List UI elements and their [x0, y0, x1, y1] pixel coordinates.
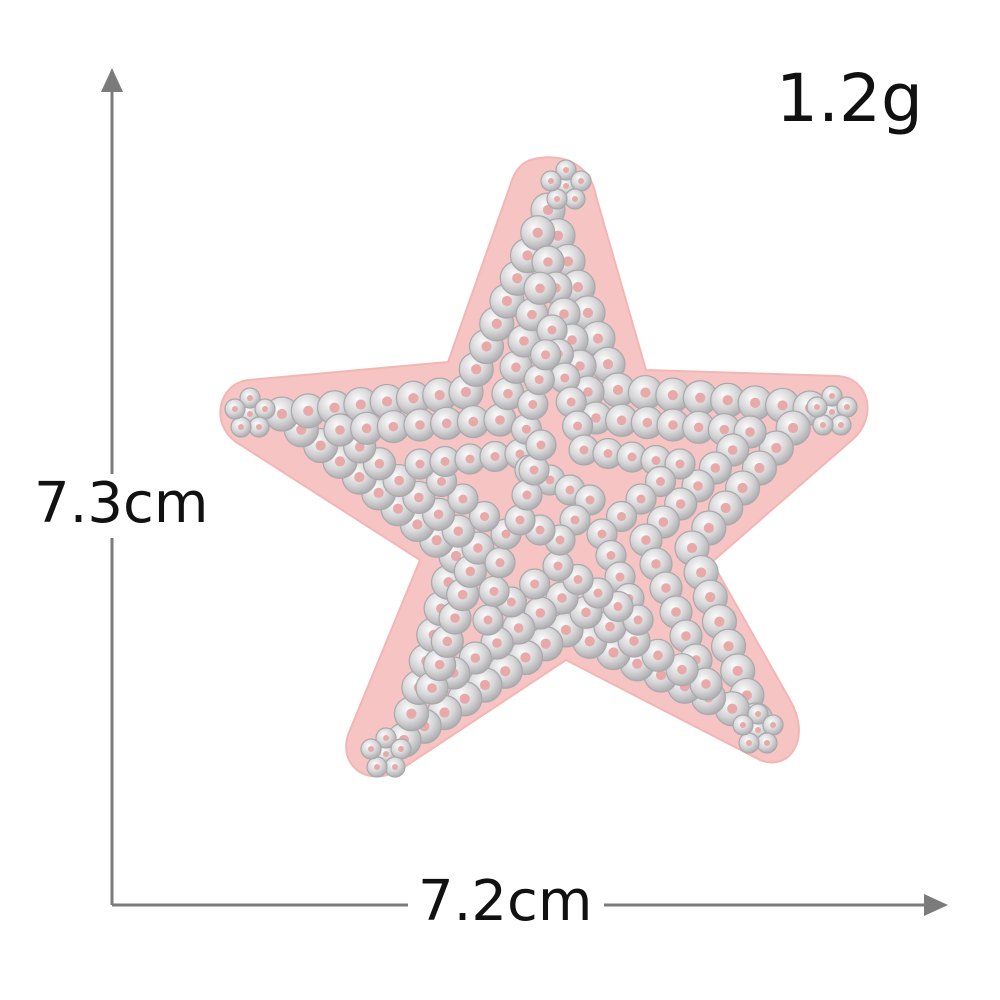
sequin [570, 170, 592, 192]
weight-label: 1.2g [776, 60, 923, 137]
sequin [468, 500, 501, 533]
sequin [644, 465, 677, 498]
sequin [762, 714, 784, 736]
sequin [546, 188, 568, 210]
sequin [484, 547, 516, 579]
sequin [836, 396, 858, 418]
sequin [230, 416, 252, 438]
sequin [830, 414, 852, 436]
sequin [239, 387, 261, 409]
sequin [511, 479, 543, 511]
sequin [747, 703, 769, 725]
sequin [625, 483, 657, 515]
sequin-layer [224, 159, 858, 778]
sequin [540, 170, 562, 192]
sequin [429, 445, 461, 478]
sequin [555, 159, 577, 181]
sequin [248, 416, 270, 438]
sequin [254, 398, 276, 420]
sequin [384, 756, 406, 778]
sequin [472, 604, 504, 636]
sequin [376, 410, 410, 444]
sequin [689, 667, 723, 701]
sequin [616, 441, 648, 473]
sequin [366, 756, 388, 778]
sequin [605, 500, 638, 533]
height-label: 7.3cm [30, 474, 215, 538]
sequin [536, 314, 568, 346]
sequin [564, 188, 586, 210]
sequin [525, 429, 557, 461]
sequin [390, 738, 412, 760]
sequin [605, 403, 639, 437]
sequin [504, 504, 536, 536]
width-arrow-head [924, 894, 948, 916]
sequin [478, 575, 510, 607]
width-label: 7.2cm [408, 872, 605, 936]
sequin [519, 568, 551, 600]
sequin [360, 738, 382, 760]
sequin [523, 271, 557, 305]
sequin [456, 405, 490, 439]
sequin [549, 362, 581, 394]
sequin [479, 440, 511, 473]
sequin [529, 339, 562, 371]
sequin [404, 448, 436, 480]
sequin [656, 408, 690, 442]
sequin [350, 411, 384, 445]
sequin [738, 732, 760, 754]
sequin [682, 380, 718, 416]
sequin [395, 380, 432, 416]
sequin [756, 732, 778, 754]
sequin [520, 215, 556, 251]
sequin [430, 406, 464, 440]
sequin [542, 550, 574, 582]
sequin [641, 638, 675, 672]
sequin [664, 448, 696, 480]
sequin [375, 727, 397, 749]
sequin [224, 398, 246, 420]
sequin [806, 396, 828, 418]
sequin [403, 408, 437, 442]
sequin [732, 714, 754, 736]
sequin [568, 434, 600, 466]
sequin [821, 385, 843, 407]
sequin [812, 414, 834, 436]
sequin [447, 483, 479, 515]
height-arrow-head [101, 68, 123, 92]
